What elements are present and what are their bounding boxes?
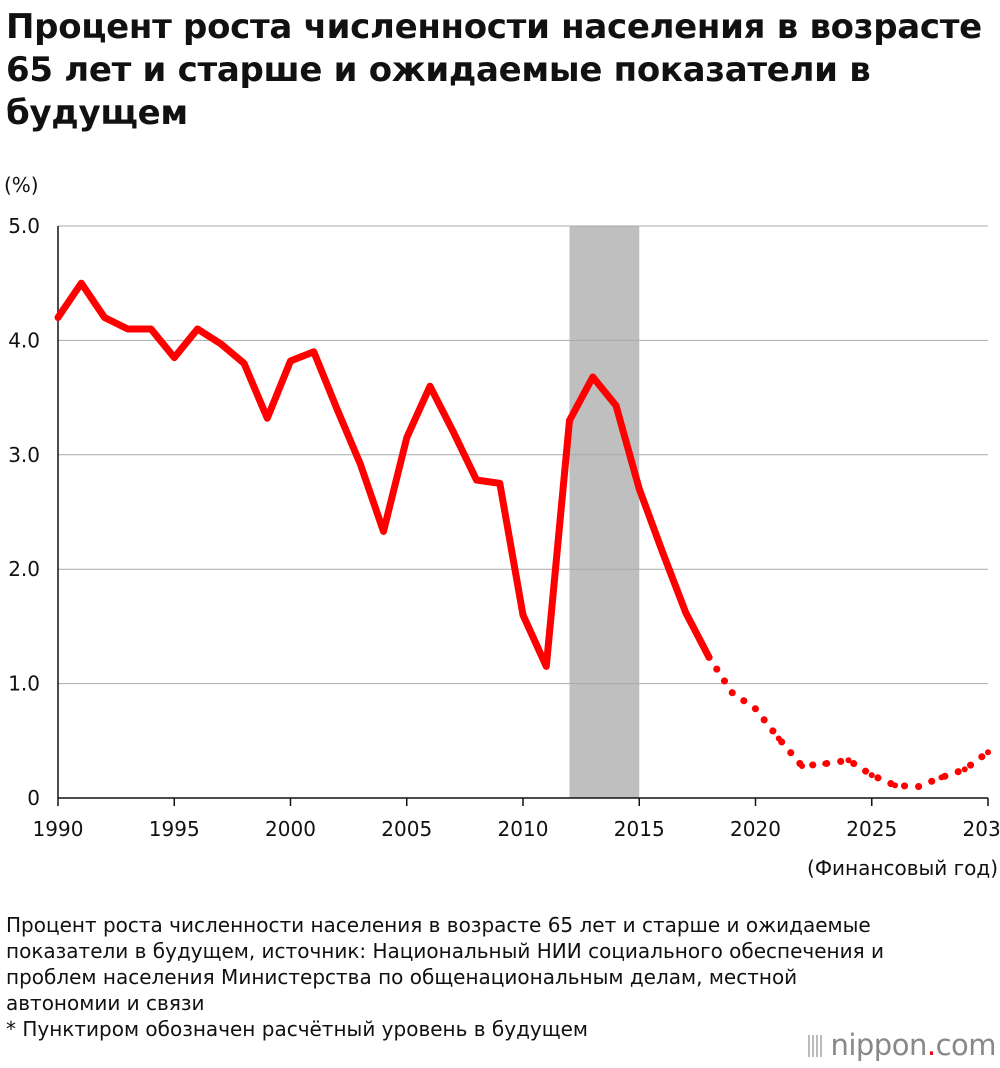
data-point-actual	[287, 357, 294, 364]
x-tick-label: 2000	[265, 817, 316, 841]
data-point-forecast	[775, 735, 782, 742]
y-tick-label: 2.0	[8, 557, 40, 581]
footnote: * Пунктиром обозначен расчётный уровень …	[6, 1017, 588, 1041]
data-point-actual	[543, 663, 550, 670]
x-tick-label: 2015	[614, 817, 665, 841]
x-tick-label: 1995	[149, 817, 200, 841]
data-point-forecast	[706, 654, 712, 661]
y-tick-label: 1.0	[8, 672, 40, 696]
x-tick-label: 2030	[963, 817, 1000, 841]
data-point-forecast	[752, 705, 759, 712]
data-point-actual	[473, 476, 480, 483]
logo-mark-icon	[808, 1035, 823, 1057]
data-point-actual	[496, 480, 503, 487]
x-axis-label: (Финансовый год)	[807, 856, 998, 880]
data-point-actual	[450, 428, 457, 435]
x-tick-label: 2025	[846, 817, 897, 841]
y-tick-label: 0	[27, 786, 40, 810]
data-point-actual	[334, 406, 340, 413]
data-point-actual	[78, 280, 85, 287]
source-caption: Процент роста численности населения в во…	[6, 913, 885, 1015]
data-point-actual	[124, 325, 131, 332]
y-axis-label: (%)	[4, 173, 39, 197]
line-chart: 5.0 4.0 3.0 2.0 1.0 0 1990 1995 2000 2005 2010 2015…	[4, 173, 1000, 880]
data-point-actual	[613, 402, 619, 409]
data-point-actual	[682, 609, 689, 616]
data-point-forecast	[985, 749, 991, 756]
data-point-forecast	[892, 782, 898, 789]
data-point-actual	[241, 360, 247, 367]
data-point-actual	[264, 415, 271, 422]
data-point-actual	[55, 314, 61, 321]
data-point-actual	[636, 486, 643, 493]
shaded-period-layer	[569, 226, 640, 798]
axis-layer: 5.0 4.0 3.0 2.0 1.0 0 1990 1995 2000 2005 2010 2015…	[8, 214, 1000, 841]
data-point-actual	[403, 434, 410, 441]
data-point-actual	[171, 354, 178, 361]
x-tick-label: 2020	[730, 817, 781, 841]
x-tick-label: 2010	[498, 817, 549, 841]
data-point-actual	[357, 460, 364, 467]
data-point-forecast	[868, 772, 875, 779]
data-point-forecast	[729, 689, 736, 696]
data-point-actual	[101, 314, 108, 321]
data-point-actual	[148, 325, 154, 332]
y-tick-label: 4.0	[8, 328, 40, 352]
data-point-forecast	[822, 760, 829, 767]
data-point-actual	[427, 383, 433, 390]
data-point-forecast	[961, 766, 968, 773]
data-point-actual	[194, 325, 201, 332]
data-point-forecast	[938, 774, 945, 781]
data-point-actual	[217, 340, 224, 347]
y-tick-label: 3.0	[8, 443, 40, 467]
data-point-actual	[566, 417, 573, 424]
logo-name: nippon	[830, 1028, 927, 1062]
data-point-actual	[659, 549, 666, 556]
data-point-actual	[520, 611, 526, 618]
logo-suffix: com	[935, 1028, 997, 1062]
y-tick-label: 5.0	[8, 214, 40, 238]
data-point-actual	[380, 528, 387, 535]
data-point-actual	[589, 374, 596, 381]
data-point-forecast	[845, 757, 852, 764]
shaded-period	[569, 226, 640, 798]
chart-title: Процент роста численности населения в во…	[6, 7, 982, 133]
series-line-forecast	[705, 653, 992, 791]
x-tick-label: 1990	[33, 817, 84, 841]
x-tick-label: 2005	[381, 817, 432, 841]
series-layer	[54, 279, 992, 791]
data-point-forecast	[915, 783, 922, 790]
data-point-actual	[310, 348, 317, 355]
nippon-com-logo: nippon.com	[808, 1028, 997, 1062]
data-point-forecast	[799, 762, 805, 769]
logo-dot: .	[926, 1028, 936, 1062]
